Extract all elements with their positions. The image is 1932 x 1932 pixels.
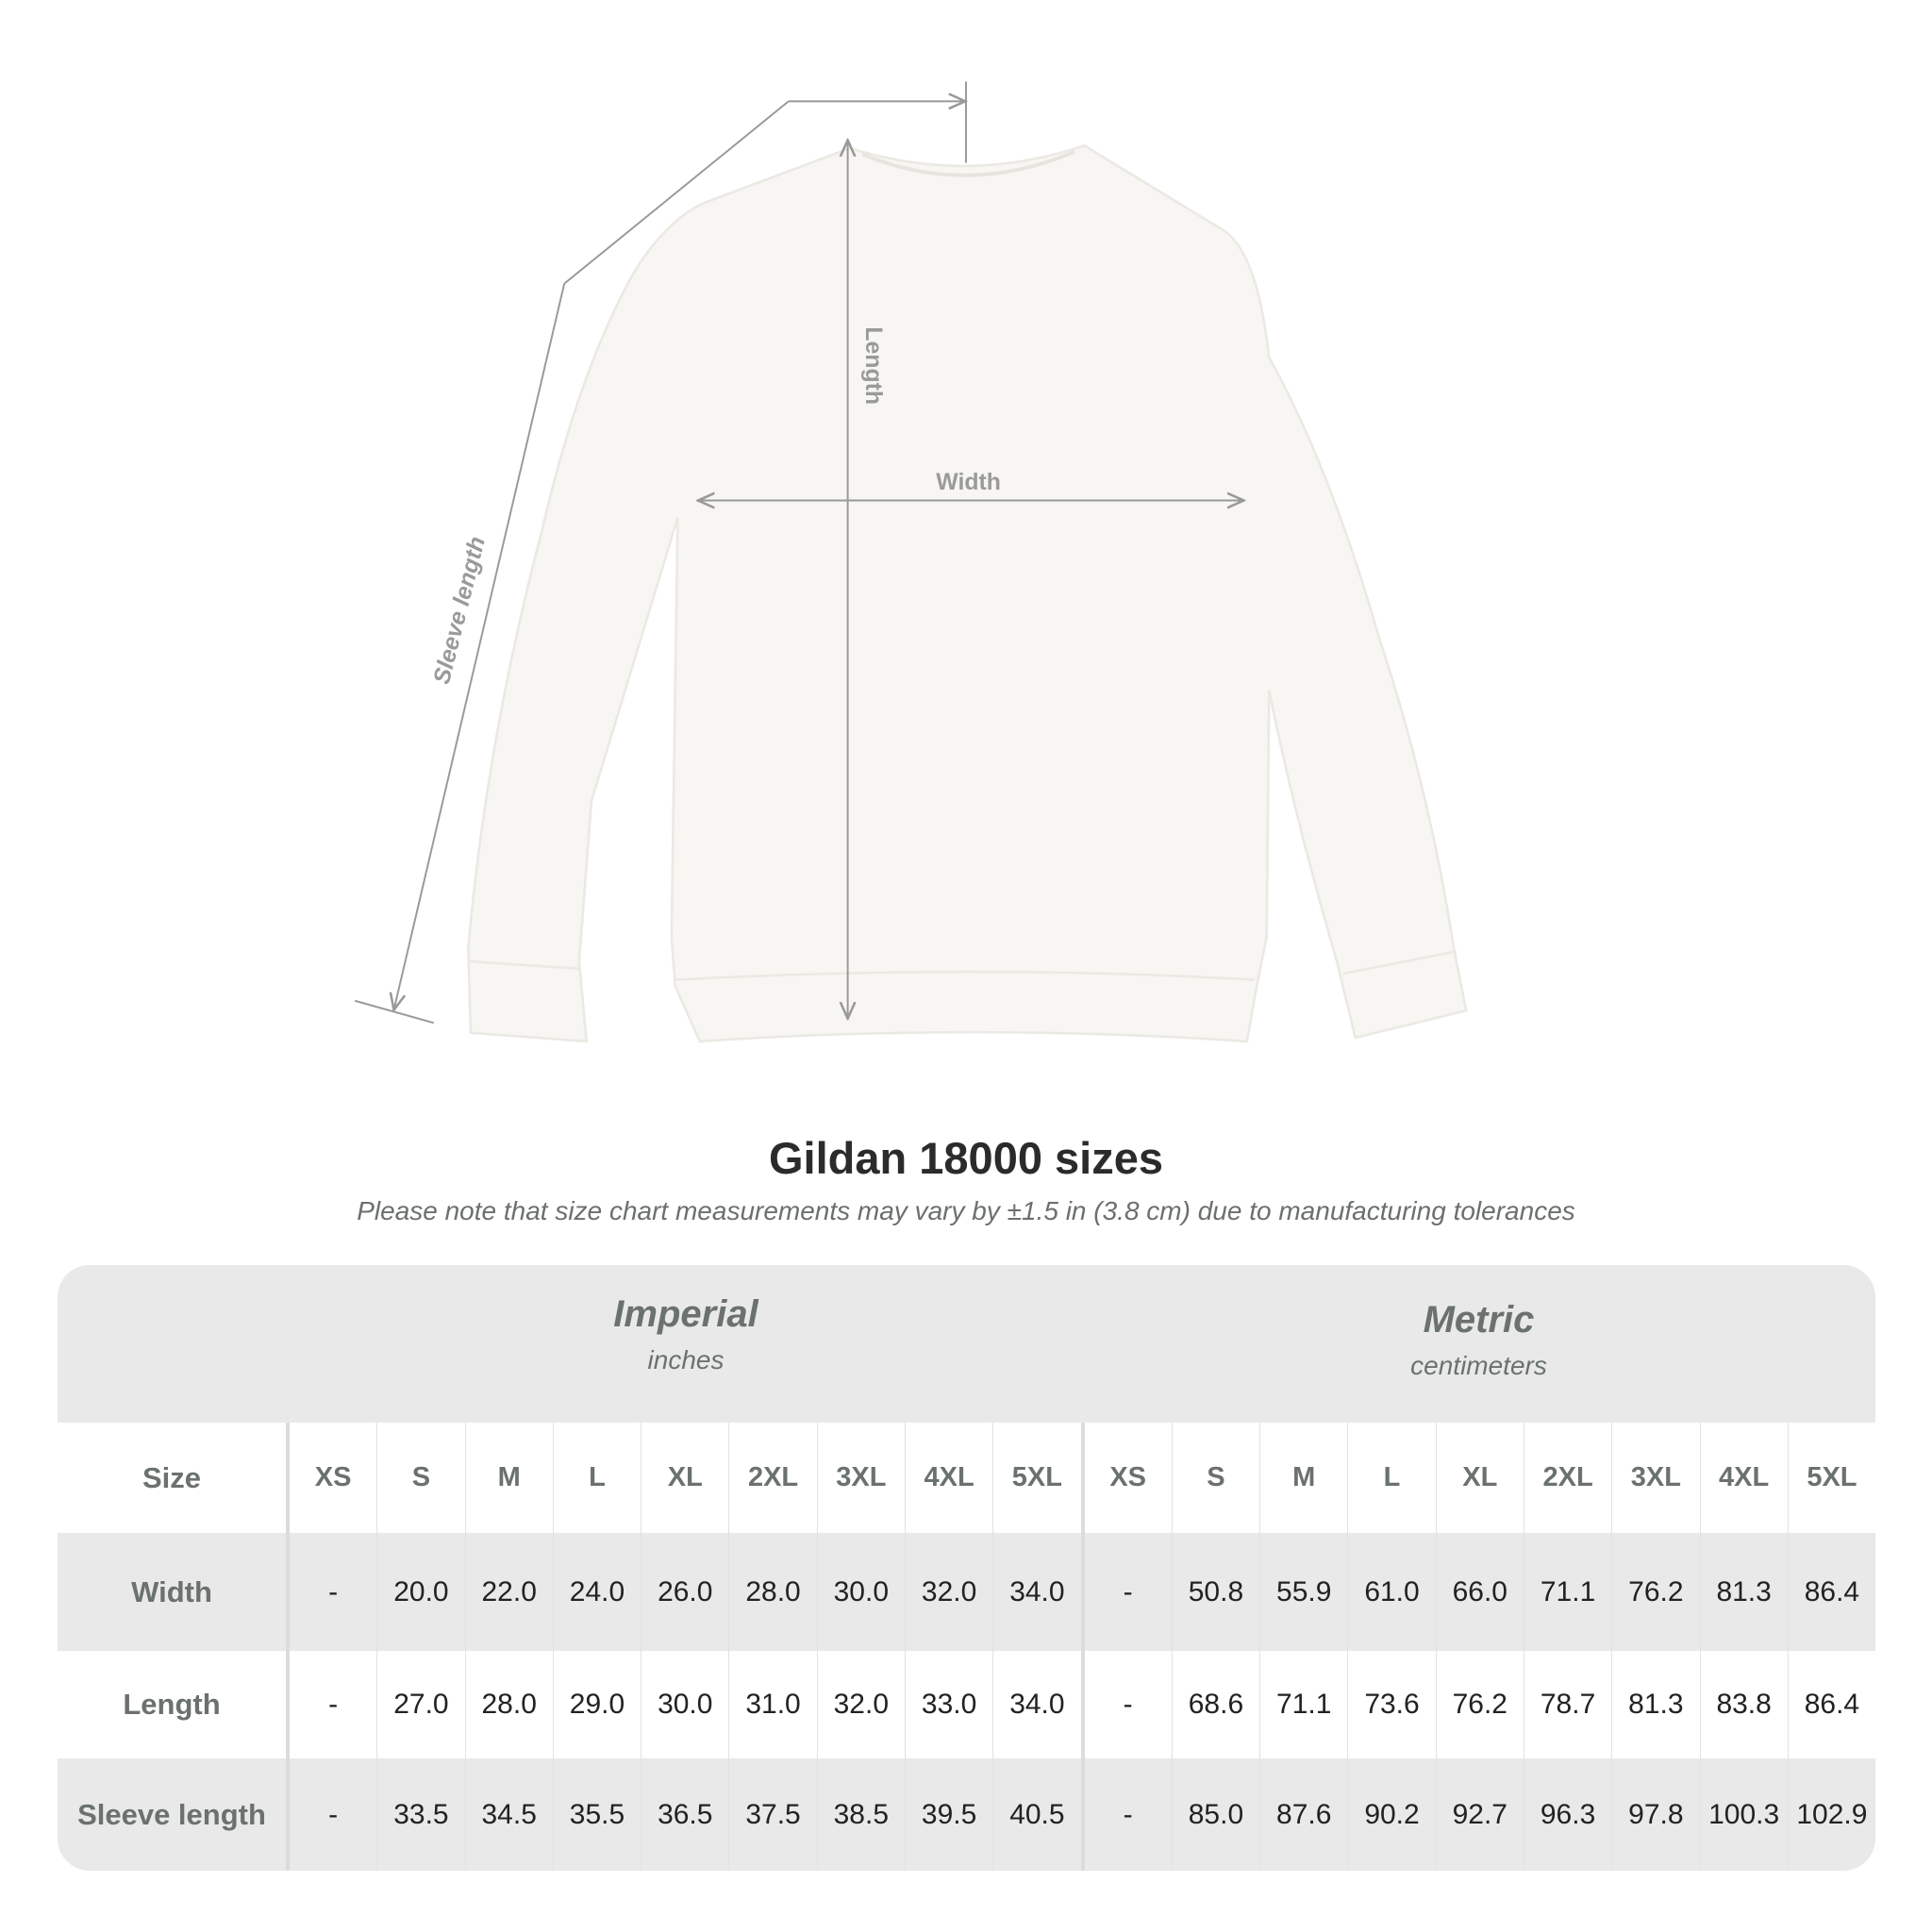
imperial-value-cell: 34.0 [993,1533,1085,1651]
size-table: Imperial inches Metric centimeters Size X… [58,1265,1875,1871]
metric-value-cell: 76.2 [1612,1533,1701,1651]
imperial-value-cell: 20.0 [377,1533,466,1651]
tolerance-note: Please note that size chart measurements… [357,1196,1575,1225]
table-header-band [58,1265,1875,1423]
table-row: Width -20.0 22.0 24.0 26.0 28.0 30.0 32.0 34.0-5… [58,1533,1875,1651]
imperial-size-5xl: 5XL [993,1423,1085,1533]
imperial-value-cell: 28.0 [466,1651,554,1758]
imperial-value-cell: 30.0 [641,1651,730,1758]
metric-value-cell: 86.4 [1804,1689,1860,1720]
imperial-value-cell: 33.0 [906,1651,994,1758]
imperial-value-cell: 22.0 [466,1533,554,1651]
imperial-size-m: M [466,1423,554,1533]
sweatshirt-image [467,143,1468,1043]
imperial-value-cell: 28.0 [729,1533,818,1651]
table-row: Sleeve length -33.5 34.5 35.5 36.5 37.5 38.5 39… [58,1758,1875,1871]
metric-size-4xl: 4XL [1701,1423,1789,1533]
sweatshirt-measurement-diagram: Length Width Sleeve length [354,81,1468,1043]
metric-size-m: M [1260,1423,1349,1533]
metric-value-cell: 71.1 [1260,1651,1349,1758]
width-label: Width [936,470,1001,495]
metric-value-cell: 73.6 [1348,1651,1437,1758]
size-header-row: Size XS S M L XL 2XL 3XL 4XL 5XL XS S M L XL 2XL 3XL 4XL 5… [58,1423,1875,1533]
metric-value-cell: 102.9 [1796,1798,1868,1830]
imperial-value-cell: 37.5 [729,1758,818,1871]
sleeve-length-label: Sleeve length [429,534,491,687]
metric-size-xs: XS [1085,1423,1173,1533]
imperial-value-cell: 30.0 [818,1533,906,1651]
metric-size-s: S [1173,1423,1261,1533]
metric-value-cell: 71.1 [1524,1533,1613,1651]
imperial-value-cell: - [290,1533,378,1651]
metric-value-cell: 96.3 [1524,1758,1613,1871]
imperial-size-l: L [554,1423,642,1533]
row-label: Length [58,1651,290,1758]
metric-value-cell: 92.7 [1437,1758,1524,1871]
metric-value-cell: 50.8 [1173,1533,1261,1651]
metric-title: Metric [1423,1299,1535,1341]
metric-size-xl: XL [1437,1423,1524,1533]
imperial-size-xl: XL [641,1423,730,1533]
imperial-value-cell: 27.0 [377,1651,466,1758]
imperial-size-3xl: 3XL [818,1423,906,1533]
metric-value-cell: 68.6 [1173,1651,1261,1758]
metric-value-cell: 55.9 [1260,1533,1349,1651]
size-header-label: Size [58,1423,290,1533]
imperial-size-4xl: 4XL [906,1423,994,1533]
imperial-value-cell: 36.5 [641,1758,730,1871]
metric-value-cell: 66.0 [1437,1533,1524,1651]
imperial-size-xs: XS [290,1423,378,1533]
metric-unit: centimeters [1410,1351,1547,1380]
sleeve-length-guide [354,81,966,1024]
imperial-value-cell: - [290,1758,378,1871]
page-title: Gildan 18000 sizes [768,1133,1164,1183]
metric-value-cell: 100.3 [1701,1758,1789,1871]
imperial-value-cell: - [290,1651,378,1758]
imperial-size-2xl: 2XL [729,1423,818,1533]
metric-value-cell: 85.0 [1173,1758,1261,1871]
imperial-value-cell: 34.0 [993,1651,1085,1758]
metric-value-cell: - [1085,1758,1173,1871]
imperial-value-cell: 35.5 [554,1758,642,1871]
imperial-value-cell: 24.0 [554,1533,642,1651]
table-row: Length -27.0 28.0 29.0 30.0 31.0 32.0 33.0 34.0-… [58,1651,1875,1758]
metric-size-l: L [1348,1423,1437,1533]
imperial-value-cell: 39.5 [906,1758,994,1871]
imperial-value-cell: 32.0 [818,1651,906,1758]
imperial-value-cell: 31.0 [729,1651,818,1758]
metric-value-cell: - [1085,1533,1173,1651]
row-label: Sleeve length [58,1758,290,1871]
metric-value-cell: 78.7 [1524,1651,1613,1758]
imperial-value-cell: 33.5 [377,1758,466,1871]
metric-value-cell: 86.4 [1804,1575,1860,1607]
metric-size-5xl: 5XL [1807,1462,1857,1492]
metric-value-cell: 97.8 [1612,1758,1701,1871]
imperial-value-cell: 29.0 [554,1651,642,1758]
imperial-unit: inches [647,1345,724,1374]
imperial-value-cell: 32.0 [906,1533,994,1651]
imperial-value-cell: 38.5 [818,1758,906,1871]
length-label: Length [860,326,886,405]
imperial-title: Imperial [613,1293,758,1335]
metric-group-header: Metric centimeters [1082,1299,1875,1381]
metric-size-3xl: 3XL [1612,1423,1701,1533]
metric-value-cell: - [1085,1651,1173,1758]
metric-size-2xl: 2XL [1524,1423,1613,1533]
imperial-value-cell: 26.0 [641,1533,730,1651]
metric-value-cell: 61.0 [1348,1533,1437,1651]
row-label: Width [58,1533,290,1651]
metric-value-cell: 83.8 [1701,1651,1789,1758]
imperial-value-cell: 40.5 [993,1758,1085,1871]
metric-value-cell: 76.2 [1437,1651,1524,1758]
imperial-size-s: S [377,1423,466,1533]
metric-value-cell: 81.3 [1701,1533,1789,1651]
imperial-group-header: Imperial inches [290,1293,1082,1375]
metric-value-cell: 87.6 [1260,1758,1349,1871]
imperial-value-cell: 34.5 [466,1758,554,1871]
metric-value-cell: 90.2 [1348,1758,1437,1871]
metric-value-cell: 81.3 [1612,1651,1701,1758]
